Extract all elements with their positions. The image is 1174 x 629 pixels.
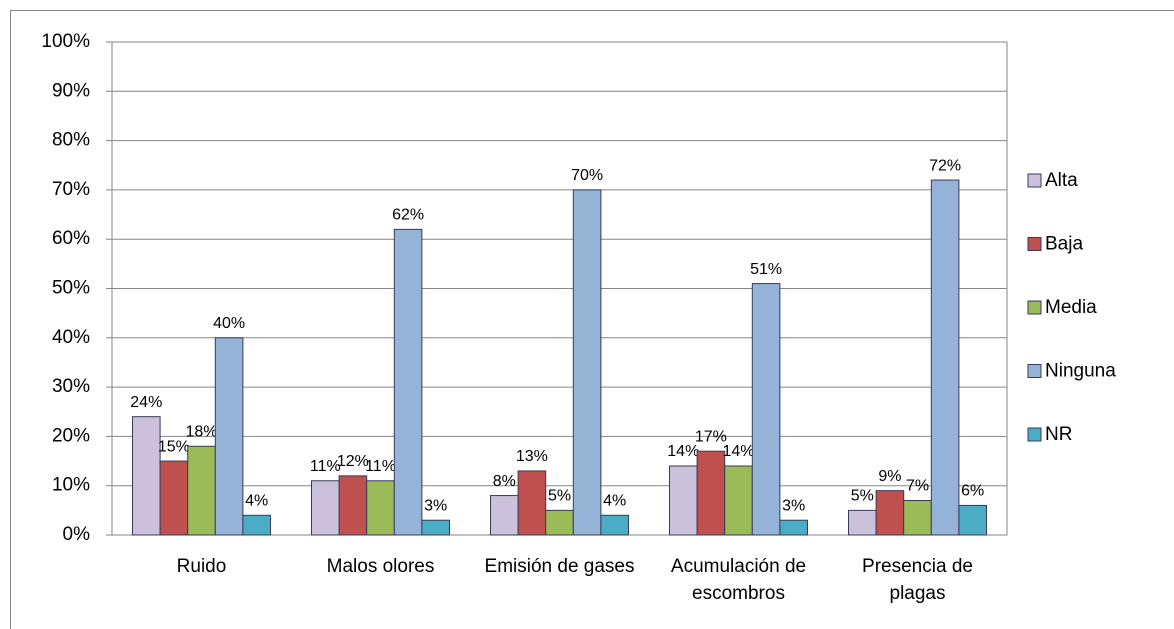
legend-label: Alta	[1045, 170, 1078, 191]
bar	[159, 460, 189, 536]
y-tick-label: 50%	[52, 278, 90, 299]
legend-label: NR	[1045, 424, 1072, 445]
bar	[572, 189, 602, 536]
bar	[132, 416, 161, 536]
bar	[669, 465, 698, 536]
data-label: 11%	[310, 458, 341, 475]
data-label: 4%	[245, 492, 268, 509]
legend-swatch	[1027, 300, 1042, 315]
y-tick-label: 40%	[52, 327, 90, 348]
data-label: 9%	[878, 468, 901, 485]
y-tick-label: 30%	[52, 376, 90, 397]
bar	[930, 179, 960, 536]
data-label: 4%	[603, 492, 626, 509]
data-label: 51%	[750, 261, 782, 278]
legend-label: Media	[1045, 297, 1097, 318]
bar	[366, 480, 395, 536]
y-tick-label: 20%	[52, 425, 90, 446]
legend-label: Ninguna	[1045, 361, 1116, 382]
bar	[696, 450, 726, 536]
bar	[242, 514, 271, 536]
data-label: 11%	[365, 458, 396, 475]
data-label: 18%	[185, 423, 217, 440]
bar	[545, 509, 574, 536]
y-tick-label: 80%	[52, 130, 90, 151]
chart-frame	[10, 10, 1174, 629]
bar	[903, 499, 932, 536]
y-tick-label: 90%	[52, 80, 90, 101]
bar	[517, 470, 547, 536]
legend-swatch	[1027, 364, 1042, 378]
bar	[214, 337, 244, 536]
data-label: 13%	[516, 448, 548, 465]
data-label: 5%	[548, 488, 571, 505]
x-tick-label: Emisión de gases	[484, 556, 635, 577]
data-label: 24%	[130, 394, 162, 411]
bar	[848, 509, 877, 536]
y-tick-label: 10%	[52, 475, 90, 496]
bar	[751, 283, 781, 536]
bar	[779, 519, 809, 536]
bar	[187, 445, 216, 536]
data-label: 62%	[392, 207, 424, 224]
data-label: 3%	[782, 497, 805, 514]
data-label: 6%	[961, 483, 984, 500]
bar	[311, 480, 340, 536]
data-label: 7%	[906, 478, 929, 495]
bar	[724, 465, 753, 536]
bar	[490, 495, 519, 536]
y-tick-label: 70%	[52, 179, 90, 200]
legend-swatch	[1027, 237, 1042, 251]
bar	[338, 475, 368, 536]
data-label: 70%	[571, 167, 603, 184]
data-label: 3%	[424, 497, 447, 514]
y-tick-label: 100%	[41, 31, 90, 52]
data-label: 72%	[929, 157, 961, 174]
data-label: 12%	[337, 453, 369, 470]
data-label: 14%	[722, 443, 754, 460]
data-label: 5%	[851, 488, 874, 505]
x-tick-label: Malos olores	[326, 556, 435, 577]
y-tick-label: 60%	[52, 228, 90, 249]
bar	[600, 514, 630, 536]
legend-swatch	[1027, 427, 1042, 442]
data-label: 8%	[493, 473, 516, 490]
legend-swatch	[1027, 173, 1042, 188]
data-label: 40%	[213, 315, 245, 332]
data-label: 17%	[695, 428, 727, 445]
data-label: 15%	[158, 438, 190, 455]
bar	[875, 490, 905, 536]
x-tick-label: Ruido	[176, 556, 227, 577]
legend-label: Baja	[1045, 234, 1083, 255]
bar	[393, 228, 423, 536]
y-tick-label: 0%	[63, 524, 91, 545]
data-label: 14%	[667, 443, 699, 460]
x-tick-label: Presencia de plagas	[862, 556, 973, 604]
bar	[421, 519, 450, 536]
bar	[958, 504, 988, 536]
x-tick-label: Acumulación de escombros	[670, 556, 807, 604]
